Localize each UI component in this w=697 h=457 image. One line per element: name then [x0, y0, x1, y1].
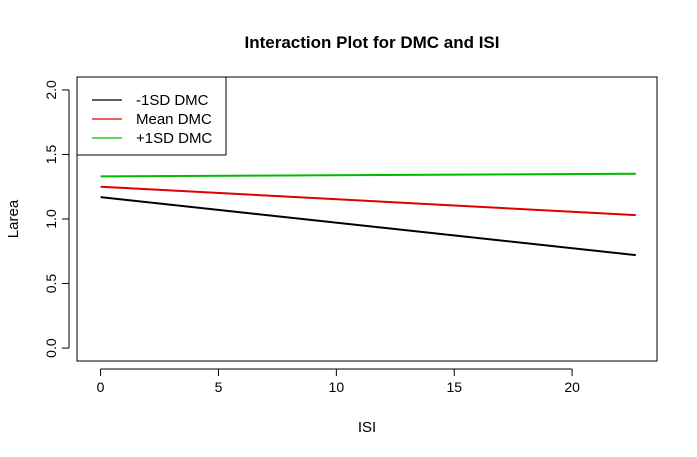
y-tick-label: 1.5 — [43, 145, 59, 165]
series-line-2 — [100, 185, 636, 217]
legend: -1SD DMC Mean DMC +1SD DMC — [76, 76, 227, 156]
y-tick-label: 2.0 — [43, 80, 59, 100]
y-tick-label: 1.0 — [43, 209, 59, 229]
y-tick-label: 0.5 — [43, 274, 59, 294]
x-tick-label: 5 — [215, 379, 223, 395]
y-tick-label: 0.0 — [43, 338, 59, 358]
x-tick-label: 15 — [446, 379, 462, 395]
legend-box — [76, 76, 227, 156]
x-tick-label: 20 — [564, 379, 580, 395]
legend-label-1: -1SD DMC — [136, 92, 209, 109]
x-axis: 0 5 10 15 20 — [97, 368, 580, 395]
legend-label-2: Mean DMC — [136, 111, 212, 128]
series-lines — [100, 172, 636, 257]
legend-label-3: +1SD DMC — [136, 130, 212, 147]
series-line-1 — [100, 196, 636, 257]
plot-frame — [76, 76, 658, 362]
x-tick-label: 10 — [329, 379, 345, 395]
y-axis: 0.0 0.5 1.0 1.5 2.0 — [43, 80, 70, 358]
chart-title: Interaction Plot for DMC and ISI — [244, 33, 499, 52]
x-tick-label: 0 — [97, 379, 105, 395]
series-line-3 — [100, 172, 636, 178]
x-axis-label: ISI — [358, 419, 376, 436]
y-axis-label: Larea — [5, 199, 22, 238]
